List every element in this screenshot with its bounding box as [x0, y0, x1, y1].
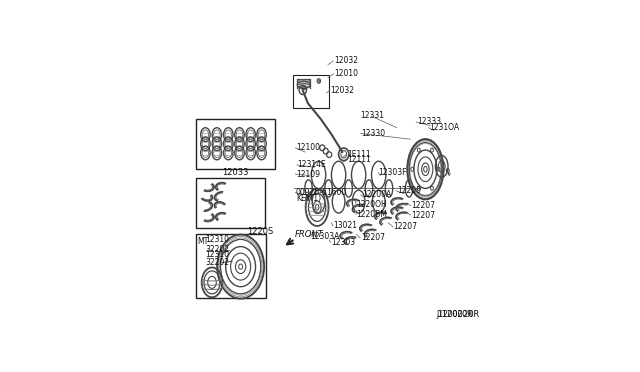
Text: 12310: 12310	[205, 235, 230, 244]
Text: 1220S: 1220S	[247, 227, 273, 235]
Text: 12303A: 12303A	[310, 232, 340, 241]
Text: MT: MT	[197, 237, 209, 246]
Text: 12310: 12310	[205, 250, 229, 259]
Text: 12303: 12303	[331, 238, 355, 247]
Text: 12200: 12200	[397, 186, 420, 195]
Text: 12100: 12100	[296, 143, 320, 152]
Text: 12207: 12207	[361, 234, 385, 243]
Text: 12314E: 12314E	[298, 160, 326, 169]
Bar	[293, 75, 329, 108]
Bar	[196, 234, 266, 298]
Text: 1220BM: 1220BM	[356, 210, 387, 219]
Text: 12207: 12207	[394, 222, 417, 231]
Text: 12111: 12111	[348, 155, 371, 164]
Text: 1220OH: 1220OH	[356, 200, 387, 209]
Text: 12330: 12330	[362, 129, 386, 138]
Text: 12333: 12333	[417, 118, 441, 126]
Bar	[196, 119, 275, 169]
Text: 12032: 12032	[333, 57, 358, 65]
Text: 12331: 12331	[360, 111, 384, 120]
Text: J120020R: J120020R	[436, 310, 479, 319]
Text: FRONT: FRONT	[294, 230, 323, 239]
Text: 12032: 12032	[330, 86, 355, 95]
Text: 1E111: 1E111	[348, 150, 371, 158]
Text: 00926-51600: 00926-51600	[296, 188, 347, 197]
Text: 12010: 12010	[335, 69, 358, 78]
Text: KEY(1): KEY(1)	[296, 194, 321, 203]
Text: 32202: 32202	[205, 259, 229, 267]
Bar	[196, 178, 265, 228]
Text: 12200A: 12200A	[362, 190, 391, 199]
Text: 12109: 12109	[296, 170, 320, 179]
Text: 12303F: 12303F	[379, 168, 407, 177]
Text: 12207: 12207	[411, 201, 435, 210]
Text: J120020R: J120020R	[436, 310, 473, 319]
Text: 32202: 32202	[205, 245, 230, 254]
Text: 12033: 12033	[223, 168, 249, 177]
Text: 12207: 12207	[411, 211, 435, 219]
Text: 13021: 13021	[333, 221, 357, 230]
Text: 1231OA: 1231OA	[429, 123, 460, 132]
